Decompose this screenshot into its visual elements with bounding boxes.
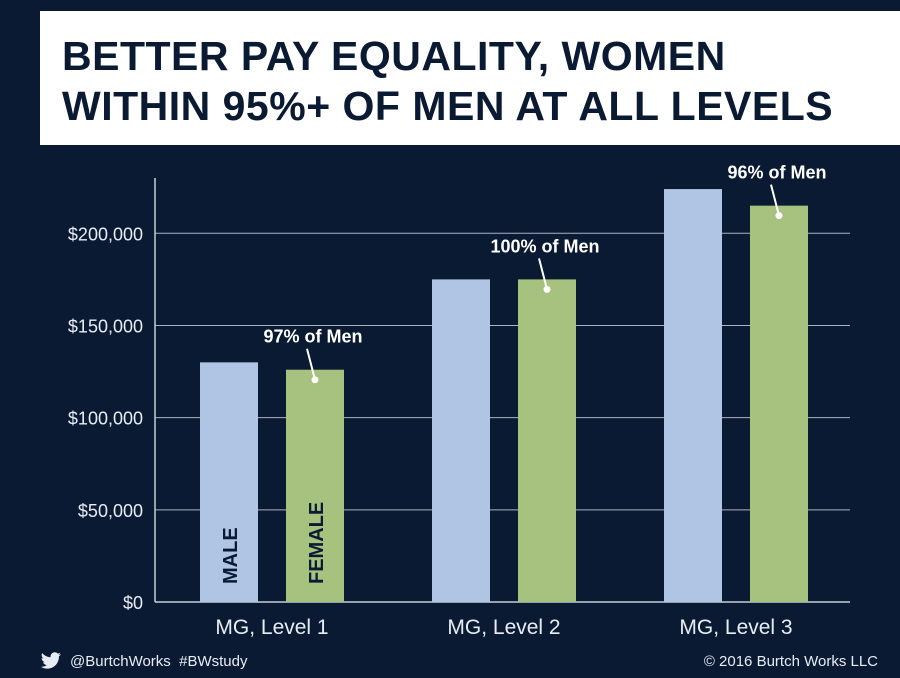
annotation-label: 97% of Men bbox=[263, 327, 362, 347]
copyright-text: © 2016 Burtch Works LLC bbox=[703, 652, 878, 670]
annotation-label: 100% of Men bbox=[490, 236, 599, 256]
annotation-leader bbox=[306, 348, 316, 380]
footer-social: @BurtchWorks #BWstudy bbox=[40, 650, 248, 672]
bar-male-1 bbox=[200, 362, 258, 602]
x-tick-label: MG, Level 3 bbox=[679, 616, 792, 639]
legend-label-female: FEMALE bbox=[306, 502, 328, 584]
title-line-2: WITHIN 95%+ OF MEN AT ALL LEVELS bbox=[62, 83, 834, 129]
x-tick-label: MG, Level 2 bbox=[447, 616, 560, 639]
title-line-1: BETTER PAY EQUALITY, WOMEN bbox=[62, 33, 726, 79]
annotation-label: 96% of Men bbox=[727, 163, 826, 183]
x-tick-label: MG, Level 1 bbox=[215, 616, 328, 639]
y-tick-label: $50,000 bbox=[78, 501, 143, 521]
annotation-dot bbox=[775, 212, 783, 220]
footer-copyright: © 2016 Burtch Works LLC bbox=[704, 650, 878, 672]
bar-female-2 bbox=[518, 279, 576, 602]
bar-female-3 bbox=[750, 205, 808, 603]
bar-female-1 bbox=[286, 369, 344, 602]
annotation-leader bbox=[770, 184, 780, 216]
y-tick-label: $200,000 bbox=[68, 224, 143, 244]
y-tick-label: $150,000 bbox=[68, 316, 143, 336]
footer-social-text: @BurtchWorks #BWstudy bbox=[70, 652, 248, 670]
legend-label-male: MALE bbox=[220, 527, 242, 584]
twitter-bird-icon bbox=[40, 652, 61, 669]
bar-male-2 bbox=[432, 279, 490, 602]
title-banner: BETTER PAY EQUALITY, WOMEN WITHIN 95%+ O… bbox=[40, 11, 900, 145]
annotation-dot bbox=[543, 285, 551, 293]
bar-male-3 bbox=[664, 189, 722, 603]
annotation-dot bbox=[311, 376, 319, 384]
y-tick-label: $100,000 bbox=[68, 409, 143, 429]
y-tick-label: $0 bbox=[123, 593, 143, 613]
annotation-leader bbox=[538, 258, 548, 290]
